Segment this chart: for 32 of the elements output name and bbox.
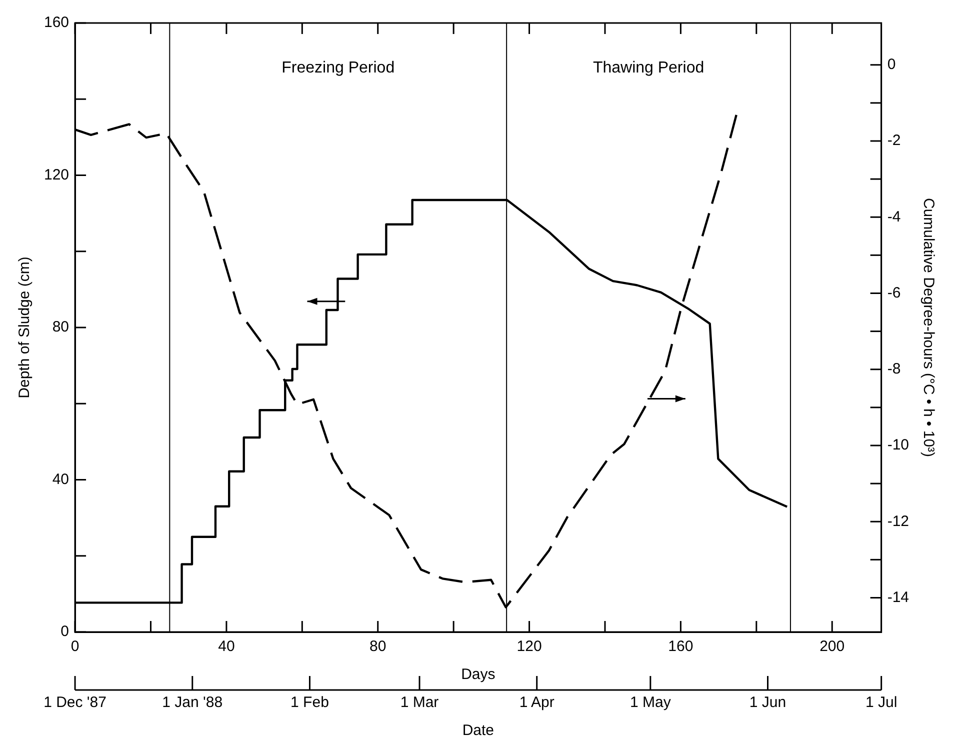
y2-tick-label: -6 — [887, 284, 901, 302]
x-tick-label: 80 — [370, 638, 386, 656]
x2-tick-label: 1 Apr — [519, 694, 554, 712]
x2-tick-label: 1 Jun — [749, 694, 786, 712]
y2-tick-label: -8 — [887, 360, 901, 378]
x2-axis-title: Date — [462, 722, 494, 740]
y2-tick-label: -12 — [887, 512, 910, 530]
x-tick-label: 200 — [820, 638, 845, 656]
y-tick-label: 160 — [44, 14, 70, 32]
x2-tick-label: 1 Jul — [865, 694, 898, 712]
y2-tick-label: 0 — [887, 56, 896, 74]
x2-tick-label: 1 Mar — [400, 694, 439, 712]
x-tick-label: 40 — [218, 638, 235, 656]
y2-tick-label: -4 — [887, 208, 901, 226]
x2-tick-label: 1 Dec '87 — [44, 694, 106, 712]
y2-axis-title: Cumulative Degree-hours (°C • h • 10³) — [920, 198, 937, 458]
x2-tick-label: 1 Jan '88 — [162, 694, 223, 712]
y2-tick-label: -14 — [887, 588, 910, 606]
y-axis-title: Depth of Sludge (cm) — [16, 256, 34, 398]
x2-tick-label: 1 Feb — [290, 694, 329, 712]
y-tick-label: 120 — [44, 166, 70, 184]
y2-tick-label: -10 — [887, 436, 910, 454]
y-tick-label: 0 — [60, 623, 70, 640]
y2-tick-label: -2 — [887, 132, 901, 150]
x-tick-label: 120 — [516, 638, 542, 656]
x-axis-title: Days — [461, 666, 496, 684]
y-tick-label: 40 — [52, 470, 70, 488]
x-tick-label: 160 — [668, 638, 694, 656]
x2-tick-label: 1 May — [630, 694, 672, 712]
annotation: Freezing Period — [282, 59, 395, 76]
y-tick-label: 80 — [52, 318, 70, 336]
annotation: Thawing Period — [592, 59, 704, 76]
